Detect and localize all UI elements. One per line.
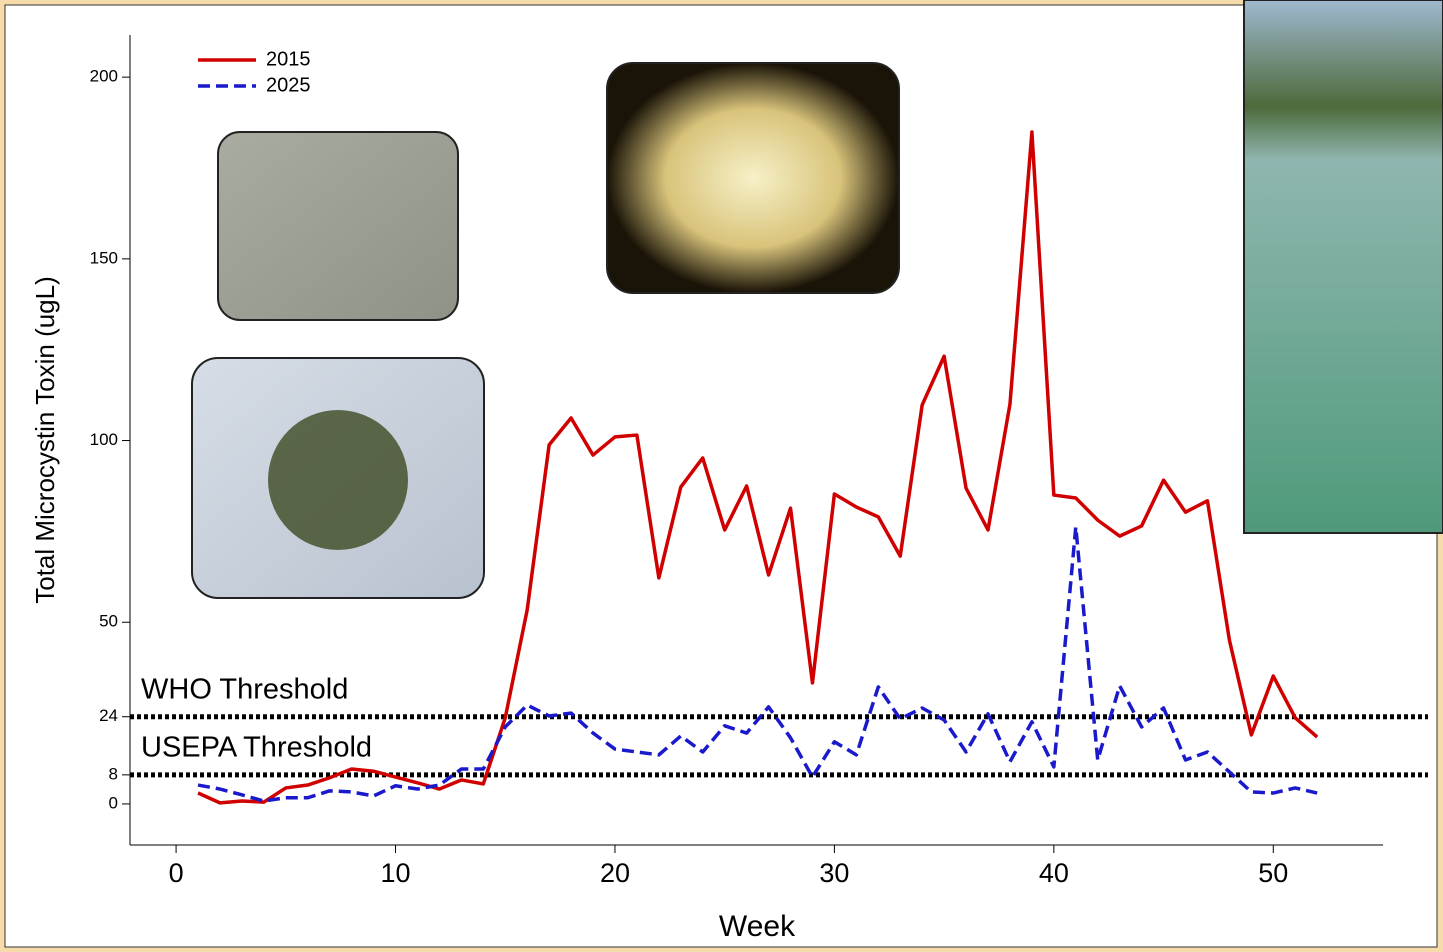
y-tick-label: 200 <box>90 67 118 86</box>
y-tick-label: 8 <box>109 764 118 783</box>
x-axis-label: Week <box>719 910 796 943</box>
y-tick-label: 0 <box>109 793 118 812</box>
photo-detail <box>268 410 408 550</box>
y-tick-label: 24 <box>99 706 118 725</box>
y-tick-label: 50 <box>99 612 118 631</box>
x-tick-label: 20 <box>600 858 630 888</box>
photo <box>606 62 900 294</box>
legend-label: 2015 <box>266 48 311 70</box>
x-tick-label: 50 <box>1258 858 1288 888</box>
threshold-label: USEPA Threshold <box>141 732 372 764</box>
series-line <box>197 130 1319 805</box>
x-tick-label: 30 <box>819 858 849 888</box>
y-tick-label: 100 <box>90 430 118 449</box>
series-line <box>197 525 1318 803</box>
legend-label: 2025 <box>266 74 311 96</box>
photo <box>1243 0 1443 534</box>
photo <box>217 131 459 321</box>
y-axis-label: Total Microcystin Toxin (ugL) <box>30 276 60 604</box>
y-tick-label: 150 <box>90 248 118 267</box>
x-tick-label: 0 <box>169 858 184 888</box>
x-tick-label: 10 <box>380 858 410 888</box>
x-tick-label: 40 <box>1039 858 1069 888</box>
threshold-label: WHO Threshold <box>141 673 348 705</box>
